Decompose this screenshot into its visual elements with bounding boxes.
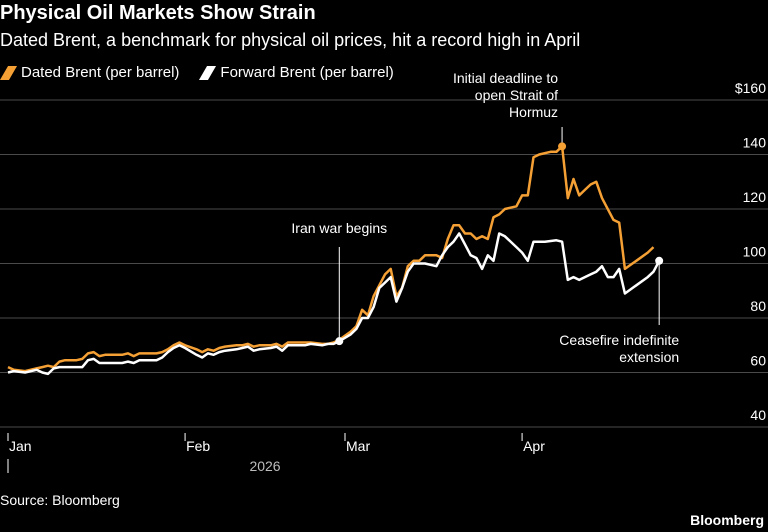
y-tick-label: $160 (735, 80, 766, 96)
y-tick-label: 80 (750, 298, 766, 314)
x-tick-label: Mar (346, 438, 370, 454)
series-line-forward-brent (7, 232, 661, 376)
annotation-marker (335, 337, 344, 346)
y-tick-label: 100 (743, 244, 767, 260)
source-note: Source: Bloomberg (0, 492, 120, 508)
legend-label-dated-brent: Dated Brent (per barrel) (21, 64, 180, 81)
annotation-text: Ceasefire indefinite extension (559, 332, 679, 365)
annotation-marker (558, 142, 567, 151)
brand-logo: Bloomberg (690, 512, 764, 528)
legend-label-forward-brent: Forward Brent (per barrel) (220, 64, 394, 81)
y-tick-label: 40 (750, 407, 766, 423)
x-tick-label: Feb (186, 438, 210, 454)
annotation-marker (655, 256, 664, 265)
x-tick-label: Apr (523, 438, 545, 454)
chart-title: Physical Oil Markets Show Strain (0, 2, 316, 24)
annotation-text: Initial deadline to open Strait of Hormuz (453, 70, 558, 120)
series-line-dated-brent (7, 145, 655, 373)
year-label: 2026 (249, 458, 280, 474)
legend-item-forward-brent: Forward Brent (per barrel) (199, 64, 394, 81)
x-tick-label: Jan (9, 438, 32, 454)
annotation-text: Iran war begins (291, 220, 387, 236)
chart-subtitle: Dated Brent, a benchmark for physical oi… (0, 30, 581, 50)
chart-legend: Dated Brent (per barrel) Forward Brent (… (0, 64, 394, 81)
y-tick-label: 140 (743, 135, 767, 151)
y-tick-label: 120 (743, 189, 767, 205)
y-tick-label: 60 (750, 353, 766, 369)
legend-item-dated-brent: Dated Brent (per barrel) (0, 64, 179, 81)
